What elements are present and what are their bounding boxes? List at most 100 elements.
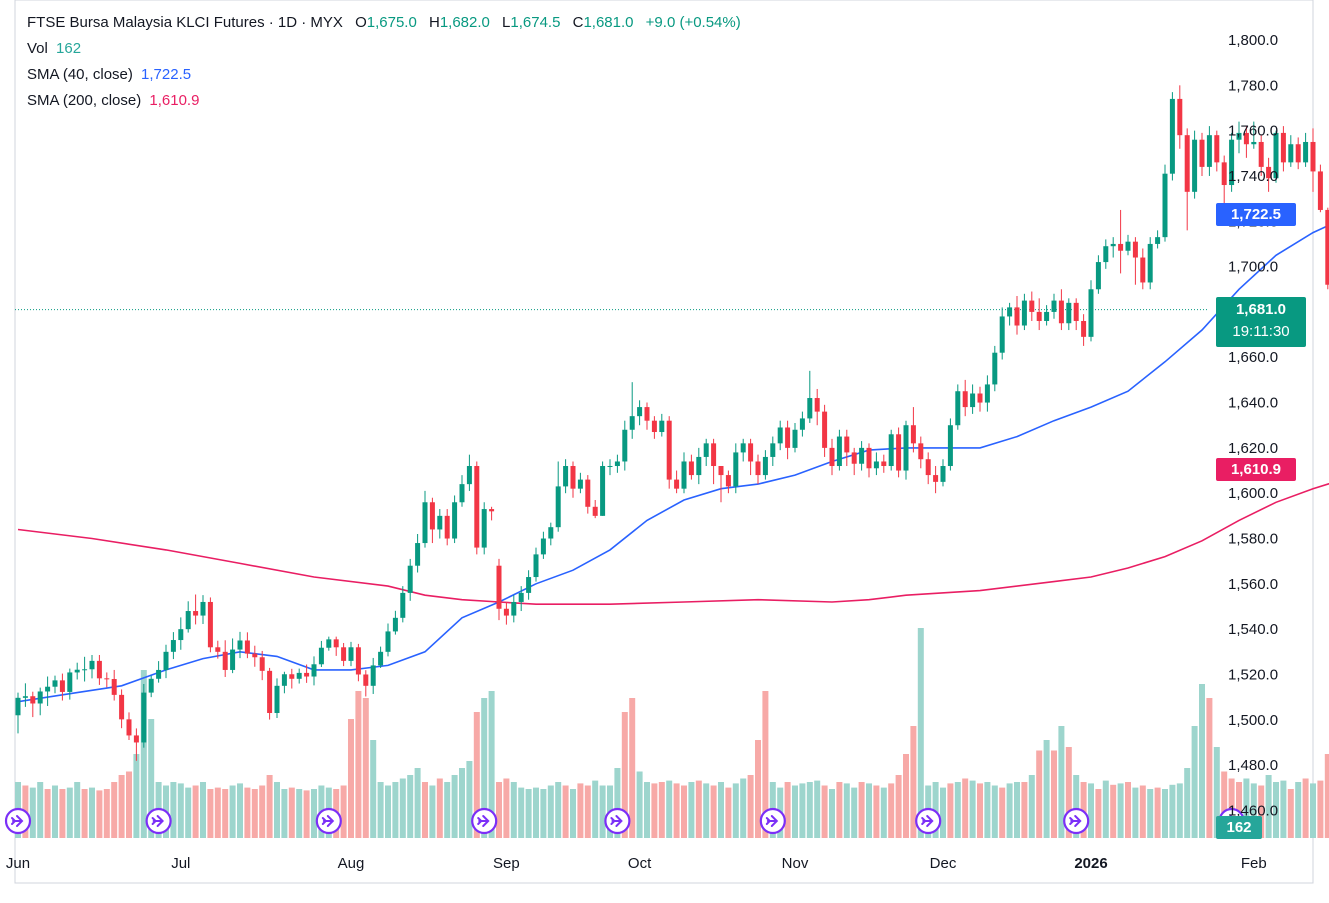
volume-bar — [103, 789, 110, 838]
candle — [1036, 311, 1042, 321]
event-marker-icon[interactable] — [915, 807, 942, 835]
volume-bar — [858, 782, 865, 838]
candle — [940, 466, 946, 482]
volume-bar — [718, 782, 724, 838]
volume-bar — [1191, 726, 1198, 838]
candle — [296, 672, 302, 679]
indicator-volume[interactable]: Vol 162 — [27, 36, 85, 62]
candle — [1029, 300, 1035, 312]
volume-bar — [370, 740, 377, 838]
volume-bar — [200, 782, 206, 838]
candle — [533, 554, 539, 578]
candle — [918, 443, 924, 460]
candle — [1214, 135, 1220, 163]
candle — [526, 577, 532, 593]
volume-bar — [1221, 771, 1228, 838]
event-marker-icon[interactable] — [1063, 807, 1090, 835]
candle — [185, 611, 191, 630]
volume-bar — [703, 783, 710, 838]
volume-bar — [1110, 784, 1117, 838]
volume-bar — [977, 783, 983, 838]
volume-bar — [584, 785, 591, 838]
volume-bar — [444, 782, 451, 838]
event-marker-icon[interactable] — [145, 807, 172, 835]
close-label: C — [572, 14, 584, 31]
volume-bar — [732, 783, 739, 838]
candle — [1273, 132, 1279, 179]
candle — [1221, 162, 1227, 186]
volume-bar — [1236, 782, 1242, 838]
volume-bar — [1132, 787, 1139, 838]
x-tick-label: Sep — [493, 855, 520, 872]
volume-bar — [666, 780, 673, 838]
candle — [666, 420, 672, 480]
candle — [267, 670, 273, 714]
volume-bar — [207, 789, 214, 838]
volume-bar — [192, 785, 199, 838]
volume-bar — [540, 789, 547, 838]
candle — [163, 651, 169, 670]
volume-bar — [1147, 789, 1154, 838]
candle — [407, 565, 413, 593]
volume-bar — [59, 789, 66, 838]
candle — [400, 592, 406, 618]
volume-bar — [311, 789, 317, 838]
volume-bar — [1006, 783, 1013, 838]
volume-bar — [599, 785, 606, 838]
volume-bar — [1043, 740, 1050, 838]
event-marker-icon[interactable] — [4, 807, 32, 835]
event-marker-icon[interactable] — [604, 807, 631, 835]
volume-bar — [1324, 754, 1329, 838]
candle — [799, 418, 805, 430]
volume-bar — [991, 785, 998, 838]
candle — [481, 509, 487, 548]
candle — [947, 425, 953, 467]
volume-bar — [1125, 782, 1131, 838]
candle — [1155, 237, 1161, 244]
candle — [52, 680, 58, 687]
indicator-sma200[interactable]: SMA (200, close) 1,610.9 — [27, 88, 203, 114]
candle — [563, 466, 569, 487]
candle — [733, 452, 739, 487]
volume-bar — [303, 790, 310, 838]
volume-bar — [185, 787, 192, 838]
candle — [1199, 139, 1205, 167]
volume-bar — [1117, 783, 1124, 838]
candle — [82, 669, 88, 671]
candle — [851, 452, 857, 464]
event-marker-icon[interactable] — [315, 807, 342, 835]
indicator-sma40[interactable]: SMA (40, close) 1,722.5 — [27, 62, 195, 88]
candle — [1169, 98, 1175, 174]
candle — [1066, 302, 1072, 324]
volume-bar — [81, 789, 88, 838]
volume-bar — [999, 787, 1006, 838]
candle — [829, 447, 835, 467]
volume-bar — [89, 787, 95, 838]
candle — [355, 647, 361, 675]
candle — [1118, 243, 1124, 251]
candle — [318, 647, 324, 665]
volume-bar — [1162, 789, 1168, 838]
candle — [903, 425, 909, 471]
volume-bar — [414, 768, 421, 838]
x-tick-label: Dec — [930, 855, 957, 872]
volume-bar — [459, 768, 465, 838]
low-value: 1,674.5 — [510, 14, 561, 31]
volume-bar — [1154, 787, 1161, 838]
candle — [651, 420, 657, 433]
candle — [644, 407, 650, 421]
candle — [1140, 257, 1146, 283]
candle — [96, 660, 102, 679]
volume-bar — [947, 783, 954, 838]
candle — [711, 443, 717, 467]
volume-bar — [466, 761, 473, 838]
event-marker-icon[interactable] — [759, 807, 786, 835]
candle — [15, 697, 21, 716]
candle — [1044, 311, 1050, 321]
volume-bar — [1169, 784, 1176, 838]
volume-bar — [222, 789, 229, 838]
event-marker-icon[interactable] — [471, 807, 498, 835]
volume-bar — [1036, 750, 1043, 838]
